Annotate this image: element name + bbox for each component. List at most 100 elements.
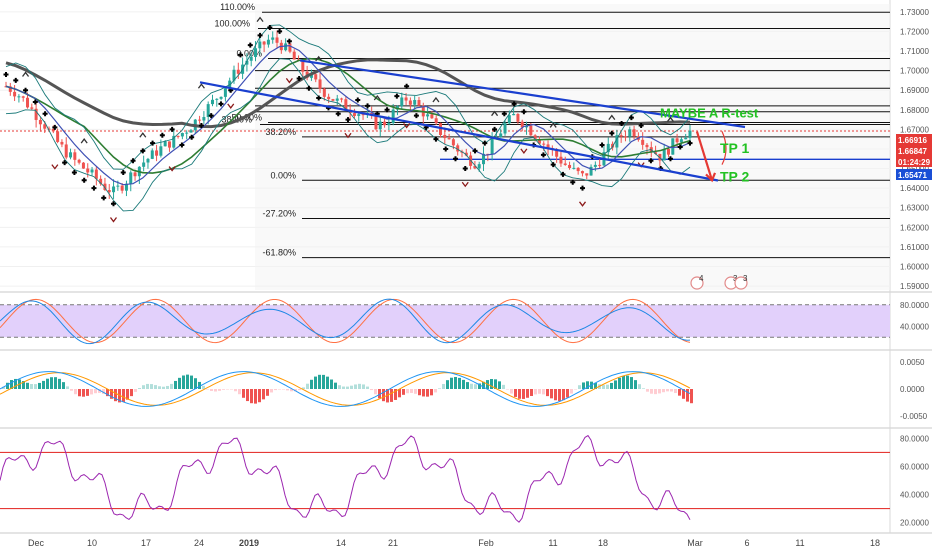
fractal-marker [549, 122, 557, 128]
psar-marker [42, 111, 48, 117]
psar-marker [296, 75, 302, 81]
psar-marker [462, 166, 468, 172]
candle-body [73, 152, 77, 160]
psar-marker [218, 101, 224, 107]
candle-body [456, 145, 460, 152]
macd-histogram-bar [494, 379, 497, 389]
time-axis-tick: 10 [87, 538, 97, 548]
macd-histogram-bar [230, 389, 233, 390]
candle-body [189, 130, 193, 133]
price-axis-tick: 1.72000 [900, 27, 929, 36]
macd-histogram-bar [458, 377, 461, 389]
macd-histogram-bar [46, 378, 49, 389]
macd-histogram-bar [690, 389, 693, 404]
macd-histogram-bar [66, 386, 69, 389]
macd-histogram-bar [438, 388, 441, 389]
macd-histogram-bar [606, 384, 609, 389]
candle-body [69, 152, 73, 158]
candle-body [628, 129, 632, 137]
candle-body [185, 132, 189, 134]
psar-marker [169, 126, 175, 132]
macd-signal-line [0, 372, 691, 406]
candle-body [404, 97, 408, 101]
macd-histogram-bar [462, 379, 465, 389]
macd-histogram-bar [670, 389, 673, 392]
arrow-down-path [695, 131, 714, 181]
candle-body [146, 158, 150, 163]
candle-body [327, 96, 331, 100]
macd-histogram-bar [270, 389, 273, 393]
fractal-marker [403, 123, 411, 129]
fractal-marker [109, 217, 118, 223]
candle-body [47, 128, 51, 130]
macd-histogram-bar [354, 384, 357, 389]
psar-marker [13, 77, 19, 83]
psar-group [3, 25, 693, 207]
psar-marker [550, 162, 556, 168]
candle-body [38, 119, 42, 125]
candle-body [546, 144, 550, 149]
psar-marker [52, 124, 58, 130]
candle-body [417, 100, 421, 106]
candle-body [589, 166, 593, 176]
candle-body [645, 144, 649, 148]
stoch-axis-tick: 40.0000 [900, 322, 929, 331]
event-marker-count: 3 [743, 274, 748, 283]
candle-body [129, 172, 133, 184]
psar-marker [3, 72, 9, 78]
arrow-head [705, 172, 717, 183]
macd-histogram-bar [518, 389, 521, 399]
macd-histogram-bar [678, 389, 681, 396]
macd-histogram-bar [618, 377, 621, 389]
candle-body [533, 135, 537, 139]
psar-marker [267, 25, 273, 31]
event-marker-icon [690, 276, 704, 290]
psar-marker [208, 113, 214, 119]
fractal-marker [51, 164, 59, 170]
candle-body [520, 121, 524, 128]
macd-histogram-bar [490, 379, 493, 389]
macd-histogram-bar [582, 382, 585, 389]
macd-histogram-bar [422, 389, 425, 397]
psar-marker [101, 195, 107, 201]
candle-body [344, 99, 348, 110]
macd-histogram-bar [286, 389, 289, 391]
macd-histogram-bar [234, 389, 237, 392]
macd-histogram-bar [26, 382, 29, 389]
candle-body [266, 39, 270, 45]
psar-marker [335, 111, 341, 117]
candle-body [292, 51, 296, 60]
psar-marker [609, 130, 615, 136]
candle-body [400, 97, 404, 107]
psar-marker [452, 156, 458, 162]
time-axis-tick: Feb [478, 538, 494, 548]
macd-line [0, 371, 691, 407]
candle-body [198, 119, 202, 121]
macd-histogram-bar [50, 377, 53, 389]
candle-body [215, 98, 219, 100]
rsi-axis-tick: 20.0000 [900, 519, 929, 528]
macd-histogram-bar [474, 384, 477, 389]
candle-body [391, 109, 395, 124]
psar-marker [120, 169, 126, 175]
fractal-marker [491, 110, 499, 117]
macd-histogram-bar [266, 389, 269, 396]
macd-histogram-bar [326, 376, 329, 389]
candle-body [593, 164, 597, 167]
psar-marker [71, 169, 77, 175]
macd-histogram-bar [342, 386, 345, 389]
candle-body [387, 123, 391, 126]
macd-histogram-bar [34, 384, 37, 389]
candle-body [81, 162, 85, 169]
macd-histogram-bar [666, 389, 669, 392]
candle-body [383, 121, 387, 126]
candle-body [684, 137, 688, 140]
macd-histogram-bar [594, 382, 597, 389]
fractal-marker [139, 132, 147, 138]
macd-histogram-bar [638, 384, 641, 389]
candle-body [507, 115, 511, 124]
macd-histogram-bar [194, 378, 197, 389]
candle-body [103, 183, 107, 191]
